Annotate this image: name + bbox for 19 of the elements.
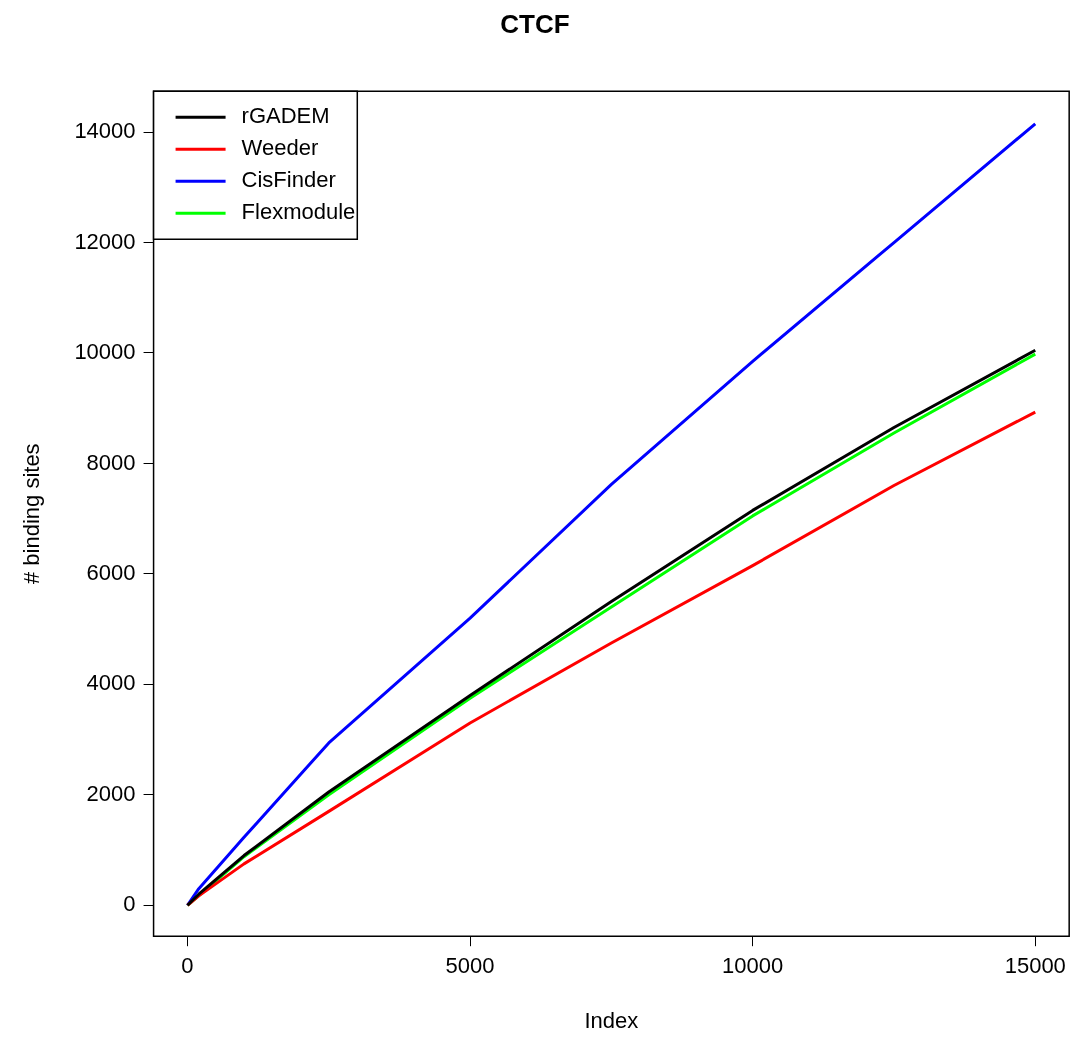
- y-tick-label: 8000: [86, 449, 136, 475]
- y-tick-label: 10000: [74, 339, 136, 365]
- chart-title: CTCF: [500, 8, 570, 39]
- y-tick-label: 2000: [86, 780, 136, 806]
- y-tick-label: 4000: [86, 670, 136, 696]
- x-tick-label: 5000: [445, 953, 495, 979]
- y-tick-label: 14000: [74, 118, 136, 144]
- x-tick-label: 15000: [1004, 953, 1066, 979]
- x-axis-title: Index: [584, 1007, 639, 1033]
- legend-label: CisFinder: [241, 167, 336, 193]
- y-tick-label: 0: [123, 891, 136, 917]
- y-tick-label: 6000: [86, 559, 136, 585]
- legend-label: rGADEM: [241, 103, 330, 129]
- y-tick-label: 12000: [74, 228, 136, 254]
- x-tick-label: 0: [181, 953, 194, 979]
- legend-label: Weeder: [241, 135, 319, 161]
- y-axis-title: # binding sites: [19, 443, 45, 585]
- legend-label: Flexmodule: [241, 199, 356, 225]
- x-tick-label: 10000: [722, 953, 784, 979]
